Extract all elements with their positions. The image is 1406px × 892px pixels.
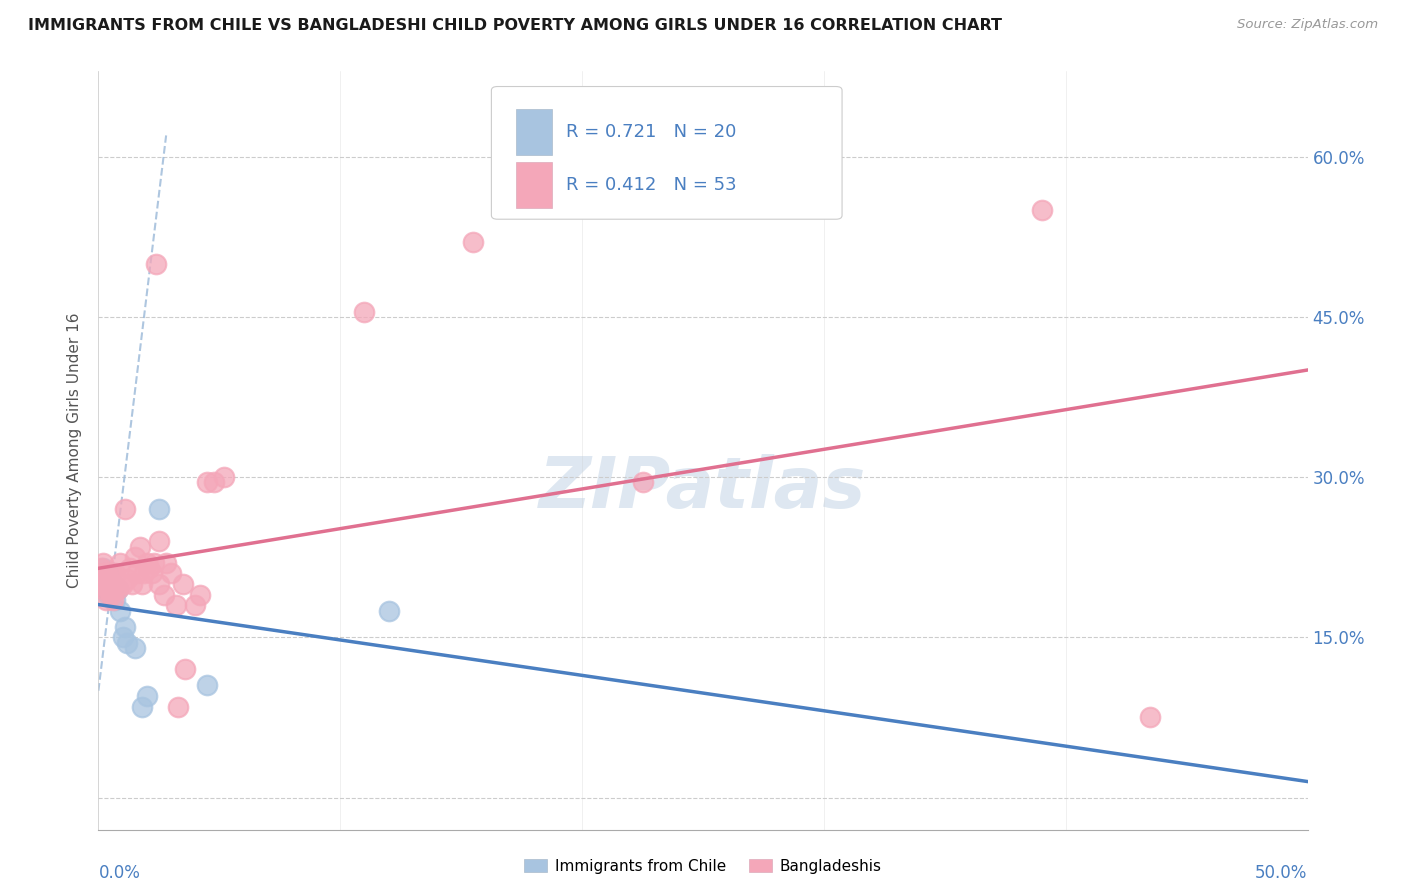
- Point: [134, 566, 156, 581]
- Point: [212, 470, 235, 484]
- Point: [148, 502, 170, 516]
- Text: R = 0.412   N = 53: R = 0.412 N = 53: [567, 176, 737, 194]
- Point: [94, 566, 117, 581]
- Point: [141, 566, 163, 581]
- Point: [143, 556, 166, 570]
- Point: [160, 566, 183, 581]
- Point: [97, 588, 120, 602]
- Point: [195, 475, 218, 490]
- Point: [127, 566, 149, 581]
- Text: ZIPatlas: ZIPatlas: [540, 454, 866, 523]
- Point: [204, 475, 226, 490]
- Point: [101, 577, 124, 591]
- Point: [94, 582, 117, 597]
- Point: [104, 593, 127, 607]
- Y-axis label: Child Poverty Among Girls Under 16: Child Poverty Among Girls Under 16: [67, 313, 83, 588]
- Point: [184, 599, 207, 613]
- Point: [124, 640, 146, 655]
- Point: [377, 604, 399, 618]
- FancyBboxPatch shape: [492, 87, 842, 219]
- Point: [135, 556, 157, 570]
- Point: [148, 534, 170, 549]
- Point: [117, 635, 139, 649]
- Point: [188, 588, 211, 602]
- Point: [108, 556, 131, 570]
- Text: R = 0.721   N = 20: R = 0.721 N = 20: [567, 123, 737, 141]
- Point: [94, 572, 117, 586]
- Point: [101, 593, 124, 607]
- Point: [155, 556, 177, 570]
- Point: [100, 588, 122, 602]
- Point: [90, 582, 112, 597]
- Point: [631, 475, 654, 490]
- Point: [114, 620, 136, 634]
- Text: 50.0%: 50.0%: [1256, 864, 1308, 882]
- Point: [94, 577, 117, 591]
- FancyBboxPatch shape: [516, 162, 551, 208]
- Point: [107, 582, 129, 597]
- Point: [107, 582, 129, 597]
- Point: [138, 561, 160, 575]
- Point: [128, 540, 150, 554]
- Point: [118, 561, 141, 575]
- Point: [165, 599, 187, 613]
- Point: [167, 699, 190, 714]
- Point: [121, 577, 143, 591]
- Point: [100, 577, 122, 591]
- Point: [104, 566, 127, 581]
- Legend: Immigrants from Chile, Bangladeshis: Immigrants from Chile, Bangladeshis: [519, 853, 887, 880]
- Point: [174, 662, 197, 676]
- Point: [100, 582, 122, 597]
- Point: [90, 561, 112, 575]
- Point: [100, 566, 122, 581]
- Point: [124, 550, 146, 565]
- Point: [111, 631, 134, 645]
- Point: [104, 582, 127, 597]
- Point: [114, 502, 136, 516]
- Point: [148, 577, 170, 591]
- Point: [91, 582, 114, 597]
- Point: [90, 577, 112, 591]
- Text: Source: ZipAtlas.com: Source: ZipAtlas.com: [1237, 18, 1378, 31]
- Point: [94, 593, 117, 607]
- Point: [152, 588, 174, 602]
- Point: [117, 572, 139, 586]
- Point: [97, 572, 120, 586]
- Point: [1031, 203, 1053, 218]
- Point: [108, 604, 131, 618]
- Point: [91, 577, 114, 591]
- Point: [463, 235, 485, 250]
- Point: [97, 582, 120, 597]
- Point: [145, 256, 167, 270]
- Point: [97, 566, 120, 581]
- Point: [135, 689, 157, 703]
- Point: [131, 699, 153, 714]
- Point: [131, 577, 153, 591]
- Text: 0.0%: 0.0%: [98, 864, 141, 882]
- Point: [91, 561, 114, 575]
- Point: [172, 577, 194, 591]
- FancyBboxPatch shape: [516, 110, 551, 155]
- Point: [195, 678, 218, 692]
- Text: IMMIGRANTS FROM CHILE VS BANGLADESHI CHILD POVERTY AMONG GIRLS UNDER 16 CORRELAT: IMMIGRANTS FROM CHILE VS BANGLADESHI CHI…: [28, 18, 1002, 33]
- Point: [91, 556, 114, 570]
- Point: [101, 577, 124, 591]
- Point: [1139, 710, 1161, 724]
- Point: [111, 577, 134, 591]
- Point: [353, 304, 375, 318]
- Point: [91, 566, 114, 581]
